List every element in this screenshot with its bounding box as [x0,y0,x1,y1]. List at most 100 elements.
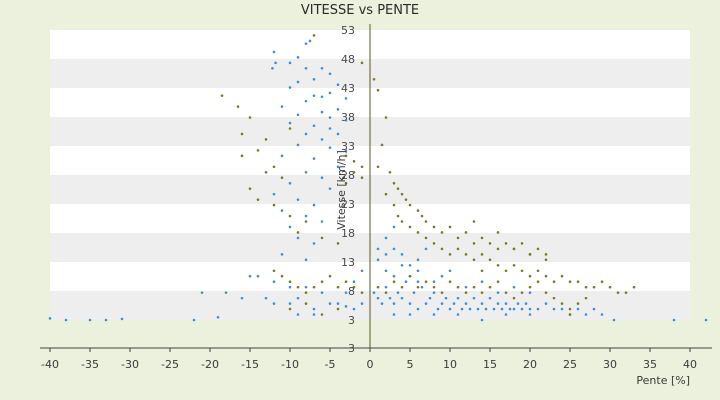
data-point [428,296,432,300]
data-point [456,247,460,251]
data-point [272,280,276,283]
data-point [464,253,468,256]
data-point [272,269,276,273]
y-tick-label: 33 [341,140,355,153]
data-point [424,280,428,283]
data-point [288,285,292,289]
data-point [272,165,276,169]
data-point [416,269,420,273]
data-point [320,138,324,141]
data-point [304,220,308,223]
x-axis-title: Pente [%] [636,374,690,387]
data-point [304,258,308,262]
data-point [328,72,332,76]
x-tick-label: -35 [81,358,99,371]
data-point [376,258,380,262]
data-point [408,225,412,229]
data-point [584,285,588,289]
data-point [304,99,308,103]
data-point [296,56,300,59]
data-point [372,77,376,81]
data-point [612,318,616,322]
data-point [248,116,252,119]
data-point [480,269,484,273]
data-point [312,34,316,37]
data-point [568,307,572,311]
data-point [64,318,68,322]
data-point [344,149,348,152]
data-point [456,236,460,240]
x-tick-label: -10 [281,358,299,371]
data-point [88,318,92,322]
data-point [528,285,532,289]
data-point [488,258,492,262]
data-point [376,165,380,169]
data-point [408,203,412,207]
data-point [328,91,332,95]
y-tick-label: 8 [348,285,355,298]
data-point [536,280,540,283]
data-point [528,291,532,294]
data-point [400,285,404,289]
data-point [496,280,500,283]
data-point [504,302,508,305]
data-point [288,225,292,229]
data-point [224,291,228,294]
data-point [464,302,468,305]
data-point [256,274,260,278]
data-point [272,50,276,54]
y-tick-labels: 534843383328231813833 [341,24,355,355]
data-point [320,280,324,283]
data-point [344,97,348,100]
data-point [400,263,404,267]
data-point [384,291,388,294]
data-point [304,67,308,70]
data-point [440,231,444,234]
data-point [576,302,580,305]
data-point [396,214,400,218]
data-point [704,318,708,322]
data-point [448,280,452,283]
data-point [280,274,284,278]
x-tick-label: 40 [683,358,697,371]
data-point [520,307,524,311]
data-point [384,116,388,119]
data-point [560,307,564,311]
data-point [320,176,324,180]
data-point [600,313,604,316]
data-point [288,181,292,185]
data-point [288,214,292,218]
data-point [388,296,392,300]
data-point [272,302,276,305]
data-point [320,110,324,114]
data-point [384,269,388,273]
data-point [432,280,436,283]
data-point [220,94,224,97]
y-tick-label: 38 [341,111,355,124]
data-point [344,305,348,308]
data-point [624,291,628,294]
data-point [344,181,348,185]
x-tick-label: 30 [603,358,617,371]
data-point [288,61,292,65]
data-point [472,258,476,262]
data-point [320,291,324,294]
data-point [480,236,484,240]
y-tick-label: 28 [341,169,355,182]
data-point [528,253,532,256]
data-point [480,280,484,283]
x-tick-label: -20 [201,358,219,371]
data-point [496,302,500,305]
data-point [432,285,436,289]
data-point [312,313,316,316]
data-point [400,192,404,196]
data-point [544,291,548,294]
data-point [352,285,356,289]
data-point [416,285,420,289]
data-point [312,124,316,128]
x-tick-label: -25 [161,358,179,371]
data-point [296,296,300,300]
data-point [456,296,460,300]
data-point [376,247,380,251]
data-point [312,307,316,311]
